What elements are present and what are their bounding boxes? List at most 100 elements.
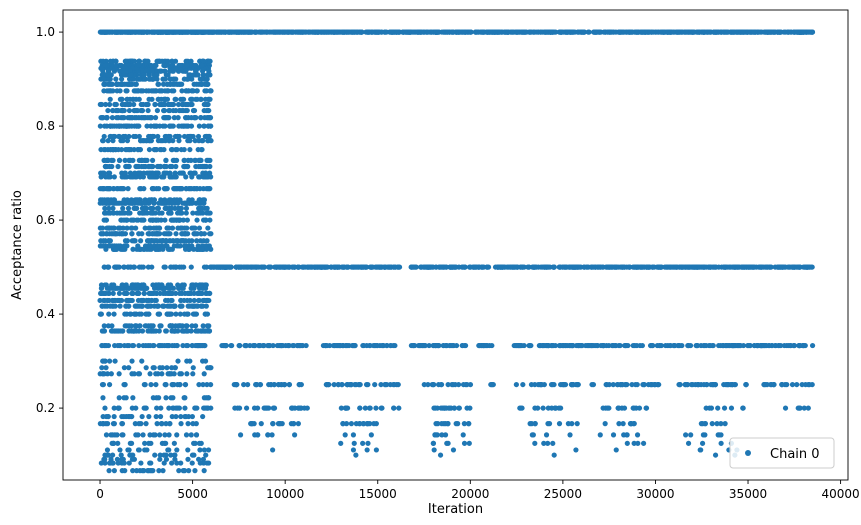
data-point	[139, 107, 146, 114]
data-point	[304, 405, 310, 411]
data-point	[132, 311, 138, 317]
data-point	[285, 342, 291, 349]
data-point	[718, 440, 724, 446]
data-point	[789, 264, 795, 270]
data-point	[253, 381, 259, 388]
data-point	[545, 405, 551, 411]
data-point	[162, 170, 168, 176]
data-point	[169, 460, 175, 466]
data-point	[141, 163, 147, 170]
data-point	[519, 405, 525, 411]
data-point	[236, 342, 243, 349]
data-point	[364, 342, 370, 349]
data-point	[559, 29, 565, 35]
data-point	[198, 342, 204, 349]
data-point	[205, 72, 211, 78]
data-point	[467, 405, 473, 411]
data-point	[116, 123, 122, 129]
data-point	[339, 29, 345, 35]
data-point	[282, 264, 288, 270]
data-point	[532, 440, 538, 446]
data-point	[255, 432, 261, 438]
data-point	[103, 210, 109, 216]
data-point	[218, 29, 224, 35]
data-point	[183, 58, 189, 64]
data-point	[123, 123, 130, 129]
data-point	[124, 29, 130, 35]
data-point	[807, 264, 813, 270]
data-point	[169, 413, 175, 420]
data-point	[726, 381, 732, 388]
data-point	[194, 238, 200, 244]
data-point	[373, 447, 379, 453]
data-point	[156, 328, 162, 334]
data-point	[306, 264, 313, 270]
data-point	[196, 163, 202, 170]
data-point	[451, 405, 457, 411]
data-point	[550, 440, 556, 446]
data-point	[164, 365, 170, 371]
data-point	[800, 29, 806, 35]
data-point	[128, 440, 135, 446]
data-point	[497, 29, 503, 35]
data-point	[146, 225, 152, 231]
data-point	[195, 303, 201, 309]
data-point	[447, 264, 454, 270]
data-point	[543, 29, 549, 35]
data-point	[153, 246, 159, 252]
data-point	[431, 447, 437, 453]
data-point	[107, 303, 113, 309]
data-point	[185, 456, 191, 462]
data-point	[514, 29, 520, 35]
data-point	[148, 468, 155, 474]
data-point	[131, 133, 137, 140]
data-point	[201, 217, 207, 223]
data-point	[552, 405, 558, 411]
data-point	[139, 413, 145, 420]
data-point	[184, 62, 190, 69]
data-point	[136, 133, 142, 140]
data-point	[342, 432, 348, 438]
data-point	[528, 381, 535, 388]
data-point	[794, 29, 800, 35]
data-point	[379, 29, 385, 35]
data-point	[104, 447, 111, 453]
data-point	[166, 101, 172, 108]
data-point	[270, 421, 276, 427]
chain-0-points	[97, 29, 816, 474]
data-point	[178, 413, 184, 420]
data-point	[163, 395, 169, 401]
data-point	[202, 405, 208, 411]
data-point	[110, 133, 116, 140]
data-point	[271, 405, 277, 411]
data-point	[181, 243, 188, 249]
data-point	[366, 29, 372, 35]
data-point	[416, 342, 423, 349]
data-point	[300, 264, 306, 270]
data-point	[353, 29, 359, 35]
data-point	[158, 323, 164, 329]
data-point	[538, 29, 544, 35]
data-point	[202, 285, 209, 291]
data-point	[203, 174, 209, 180]
data-point	[177, 381, 183, 388]
data-point	[620, 421, 626, 427]
data-point	[206, 290, 212, 297]
data-point	[121, 460, 127, 466]
data-point	[198, 440, 204, 446]
data-point	[144, 297, 150, 304]
data-point	[162, 76, 168, 82]
data-point	[154, 107, 161, 114]
data-point	[155, 138, 162, 144]
data-point	[292, 432, 298, 438]
data-point	[108, 157, 115, 163]
data-point	[100, 358, 106, 364]
data-point	[125, 186, 131, 192]
data-point	[332, 342, 338, 349]
data-point	[690, 29, 697, 35]
data-point	[173, 163, 179, 170]
data-point	[201, 371, 207, 377]
data-point	[172, 170, 178, 176]
data-point	[200, 72, 206, 78]
data-point	[181, 297, 187, 304]
